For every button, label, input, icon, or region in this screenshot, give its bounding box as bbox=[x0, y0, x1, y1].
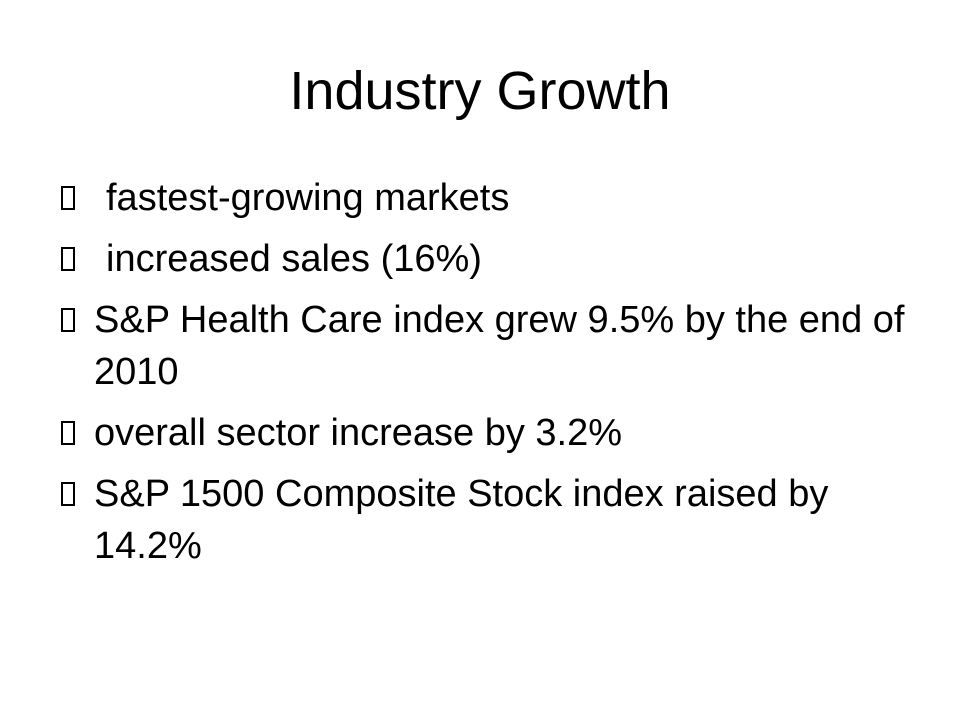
bullet-box-icon bbox=[61, 421, 75, 445]
bullet-item: S&P Health Care index grew 9.5% by the e… bbox=[58, 294, 918, 398]
bullet-box-icon bbox=[61, 482, 75, 506]
bullet-list: fastest-growing markets increased sales … bbox=[58, 172, 918, 581]
bullet-box-icon bbox=[61, 247, 75, 271]
bullet-item: increased sales (16%) bbox=[58, 233, 918, 285]
bullet-item: overall sector increase by 3.2% bbox=[58, 407, 918, 459]
bullet-text: S&P 1500 Composite Stock index raised by… bbox=[94, 473, 829, 567]
bullet-text: fastest-growing markets bbox=[106, 177, 510, 219]
bullet-item: fastest-growing markets bbox=[58, 172, 918, 224]
bullet-item: S&P 1500 Composite Stock index raised by… bbox=[58, 468, 918, 572]
slide-title: Industry Growth bbox=[289, 61, 671, 121]
bullet-text: increased sales (16%) bbox=[106, 238, 482, 280]
bullet-box-icon bbox=[61, 186, 75, 210]
bullet-box-icon bbox=[61, 308, 75, 332]
bullet-text: overall sector increase by 3.2% bbox=[94, 412, 623, 454]
bullet-text: S&P Health Care index grew 9.5% by the e… bbox=[94, 299, 905, 393]
